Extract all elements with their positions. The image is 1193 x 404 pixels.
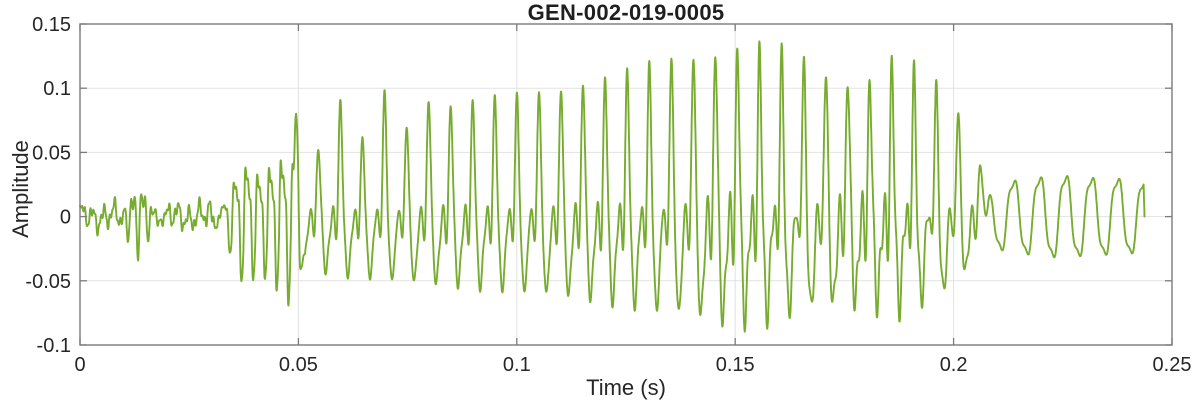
y-tick-label: 0.15 [32, 14, 71, 36]
y-tick-label: -0.05 [25, 271, 71, 293]
chart-title: GEN-002-019-0005 [527, 0, 725, 25]
y-tick-label: 0 [60, 207, 71, 229]
y-tick-label: 0.05 [32, 142, 71, 164]
waveform-line [79, 40, 1146, 333]
x-tick-label: 0.2 [940, 354, 968, 376]
x-tick-label: 0.15 [716, 354, 755, 376]
y-tick-label: -0.1 [37, 335, 71, 357]
axis-box [79, 23, 1173, 346]
x-tick-label: 0.05 [279, 354, 318, 376]
x-tick-label: 0 [74, 354, 85, 376]
x-tick-label: 0.1 [503, 354, 531, 376]
y-tick-label: 0.1 [43, 78, 71, 100]
x-tick-label: 0.25 [1153, 354, 1192, 376]
x-axis-label: Time (s) [586, 375, 666, 400]
